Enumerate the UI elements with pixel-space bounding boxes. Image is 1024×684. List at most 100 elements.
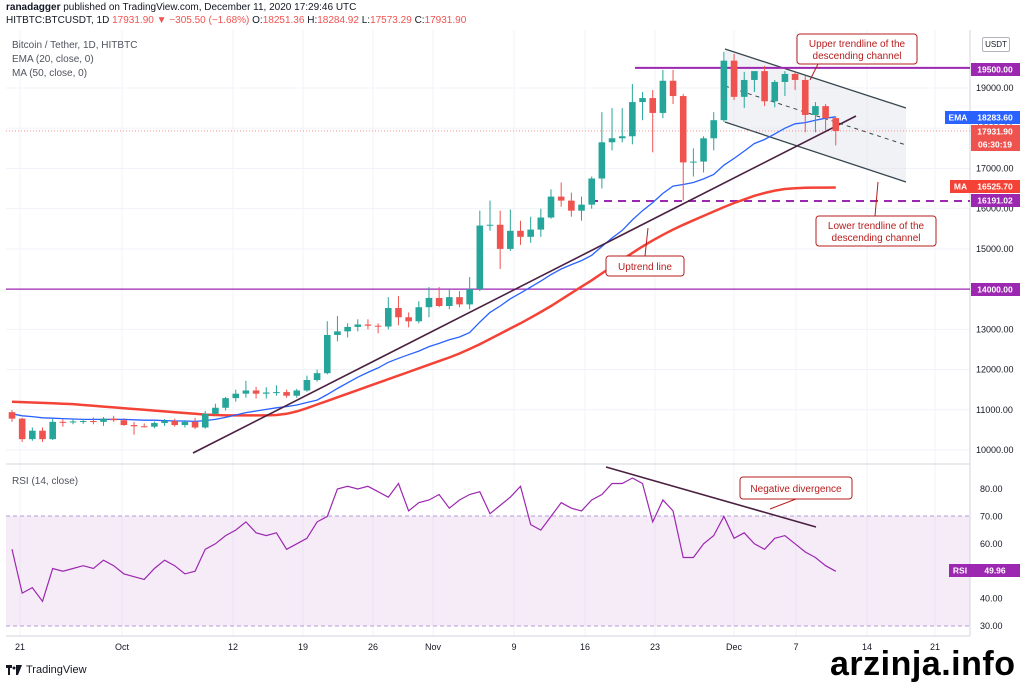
level-tag-14000-bg xyxy=(971,283,1020,296)
lower-callout-pointer xyxy=(874,181,879,217)
open-value: 18251.36 xyxy=(262,15,305,26)
uptrend-line xyxy=(192,115,857,454)
candle-body xyxy=(140,426,148,428)
candle-body xyxy=(252,390,260,394)
lower-callout-line2: descending channel xyxy=(832,233,921,244)
candle-body xyxy=(578,204,585,211)
rsi-line xyxy=(11,477,837,603)
time-tick-label: 7 xyxy=(793,642,798,652)
candle-body xyxy=(39,430,46,440)
rsi-band xyxy=(6,516,970,626)
site-watermark: arzinja.info xyxy=(830,645,1016,683)
level-tag-14000: 14000.00 xyxy=(971,283,1020,296)
candle-body xyxy=(69,421,77,423)
ema-20-line xyxy=(11,116,836,423)
price-tick-label: 12000.00 xyxy=(976,365,1014,375)
candle-body xyxy=(649,98,657,113)
candle-body xyxy=(557,196,565,201)
rsi-tag-label-bg xyxy=(949,564,971,577)
time-axis: 21 Oct 12 19 26 Nov 9 16 23 Dec 7 14 21 xyxy=(15,642,940,652)
candle-body xyxy=(517,230,524,237)
channel-lower-line xyxy=(724,121,907,183)
publisher-name[interactable]: ranadagger xyxy=(6,2,61,13)
upper-trendline-callout: Upper trendline of the descending channe… xyxy=(796,33,918,81)
open-label: O: xyxy=(252,15,263,26)
level-tag-16191: 16191.02 xyxy=(971,194,1020,207)
rsi-tick-label: 70.00 xyxy=(980,511,1003,521)
time-tick-label: 23 xyxy=(650,642,660,652)
lower-trendline-callout: Lower trendline of the descending channe… xyxy=(815,181,937,247)
level-tag-19500-text: 19500.00 xyxy=(977,65,1013,75)
uptrend-callout-text: Uptrend line xyxy=(618,262,672,273)
tradingview-logo[interactable]: TradingView xyxy=(6,664,87,676)
rsi-tick-label: 80.00 xyxy=(980,484,1003,494)
candle-body xyxy=(781,73,789,82)
ema-tag-label: EMA xyxy=(949,113,968,123)
level-tag-14000-text: 14000.00 xyxy=(977,285,1013,295)
level-tag-19500-bg xyxy=(971,63,1020,76)
candle-body xyxy=(588,178,595,205)
ema-tag: EMA 18283.60 xyxy=(945,111,1020,124)
candle-body xyxy=(761,71,768,102)
candle-body xyxy=(303,380,311,391)
ma-tag-label: MA xyxy=(954,182,967,192)
candle-body xyxy=(191,421,199,428)
candle-body xyxy=(537,217,545,230)
horizontal-levels xyxy=(6,66,970,290)
candle-body xyxy=(618,136,626,139)
ma-50-line xyxy=(11,186,836,417)
level-tag-16191-text: 16191.02 xyxy=(977,196,1013,206)
candle-body xyxy=(171,421,179,426)
candle-body xyxy=(730,60,738,97)
candle-body xyxy=(456,297,463,305)
candle-body xyxy=(608,138,616,143)
candle-body xyxy=(354,324,362,327)
candles xyxy=(8,51,840,442)
candle-body xyxy=(79,421,87,423)
candle-body xyxy=(313,373,321,381)
level-tag-19500: 19500.00 xyxy=(971,63,1020,76)
rsi-tick-label: 60.00 xyxy=(980,539,1003,549)
publisher-line: ranadagger published on TradingView.com,… xyxy=(6,2,356,13)
candle-body xyxy=(700,138,707,162)
countdown-tag-text: 06:30:19 xyxy=(978,140,1012,150)
level-tag-16191-bg xyxy=(971,194,1020,207)
candle-body xyxy=(415,307,423,322)
candle-body xyxy=(181,421,189,426)
countdown-tag-bg xyxy=(971,138,1020,151)
low-value: 17573.29 xyxy=(370,15,412,26)
time-tick-label: Nov xyxy=(425,642,442,652)
candle-body xyxy=(8,412,16,419)
candle-body xyxy=(364,324,372,326)
candle-body xyxy=(242,390,250,394)
time-tick-label: 21 xyxy=(930,642,940,652)
upper-callout-box xyxy=(796,33,918,65)
candle-body xyxy=(110,418,117,421)
lower-callout-box xyxy=(815,215,937,247)
down-arrow-icon: ▼ xyxy=(156,15,167,26)
time-tick-label: 16 xyxy=(580,642,590,652)
candle-body xyxy=(262,392,270,394)
candle-body xyxy=(151,423,158,427)
candle-body xyxy=(425,297,433,308)
candle-body xyxy=(344,326,351,332)
ma-tag-label-bg xyxy=(950,180,971,193)
low-label: L: xyxy=(361,15,371,26)
candle-body xyxy=(49,421,56,440)
candle-body xyxy=(384,308,392,327)
candle-body xyxy=(120,420,128,426)
candle-body xyxy=(476,225,484,290)
candle-body xyxy=(486,224,494,226)
published-text: published on TradingView.com, December 1… xyxy=(63,2,357,13)
rsi-tag-value-bg xyxy=(971,564,1020,577)
price-change: −305.50 (−1.68%) xyxy=(169,15,250,26)
ema-tag-value: 18283.60 xyxy=(977,113,1013,123)
price-tick-label: 19000.00 xyxy=(976,83,1014,93)
price-tick-label: 13000.00 xyxy=(976,324,1014,334)
candle-body xyxy=(720,60,728,121)
currency-button[interactable]: USDT xyxy=(982,37,1010,52)
candle-body xyxy=(751,71,758,80)
divergence-callout-text: Negative divergence xyxy=(750,484,842,495)
last-price-tag: 17931.90 06:30:19 xyxy=(971,125,1020,151)
